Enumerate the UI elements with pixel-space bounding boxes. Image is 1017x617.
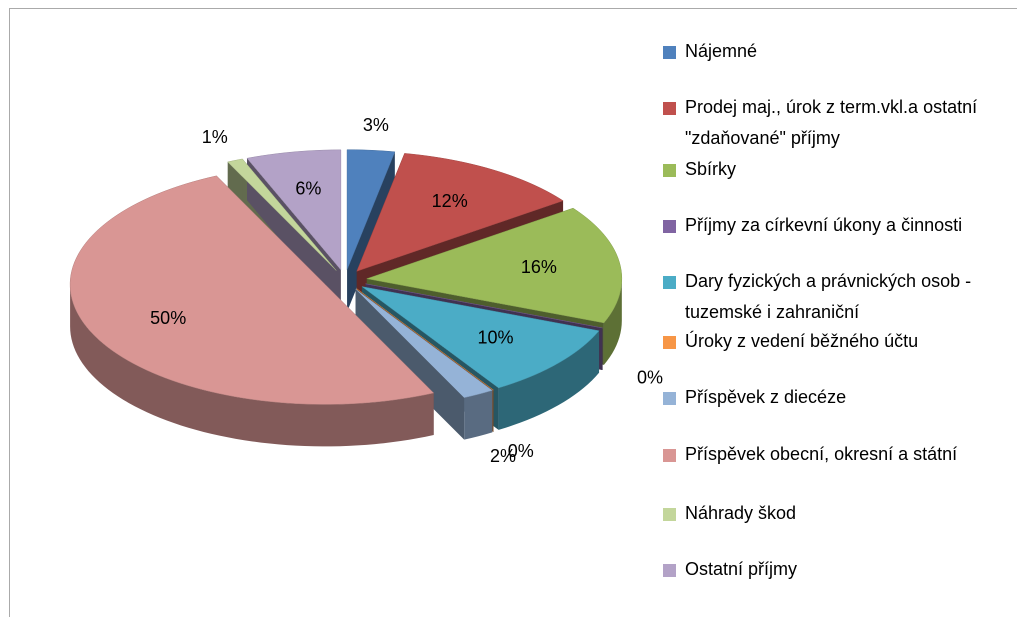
data-label: 6% xyxy=(295,178,321,198)
slice-side xyxy=(603,278,622,365)
legend-label: Dary fyzických a právnických osob - tuze… xyxy=(685,271,972,322)
slice xyxy=(356,153,564,272)
slice xyxy=(346,149,396,270)
legend-swatch xyxy=(663,508,676,521)
slice xyxy=(365,207,623,324)
legend-label: Sbírky xyxy=(685,159,737,179)
legend-label: Ostatní příjmy xyxy=(685,559,798,579)
data-label: 16% xyxy=(521,257,557,277)
legend-swatch xyxy=(663,564,676,577)
data-label: 12% xyxy=(432,191,468,211)
slice-side xyxy=(498,330,600,430)
legend-swatch xyxy=(663,102,676,115)
slice xyxy=(361,286,600,389)
legend-swatch xyxy=(663,449,676,462)
legend-swatch xyxy=(663,392,676,405)
legend-swatch xyxy=(663,276,676,289)
slice-side xyxy=(464,390,493,440)
legend-swatch xyxy=(663,164,676,177)
legend-label: Prodej maj., úrok z term.vkl.a ostatní "… xyxy=(685,97,978,148)
slice-wall xyxy=(355,289,465,440)
slice xyxy=(69,175,435,405)
data-label: 3% xyxy=(363,115,389,135)
data-label: 10% xyxy=(478,327,514,347)
data-label: 50% xyxy=(150,308,186,328)
legend-label: Náhrady škod xyxy=(685,503,797,523)
data-label: 1% xyxy=(202,127,228,147)
legend-label: Příspěvek z diecéze xyxy=(685,387,847,407)
data-label: 0% xyxy=(508,441,534,461)
frame xyxy=(9,8,1017,617)
legend-label: Nájemné xyxy=(685,41,758,61)
legend-label: Příjmy za církevní úkony a činnosti xyxy=(685,215,963,235)
legend-swatch xyxy=(663,336,676,349)
slice xyxy=(355,288,493,398)
slice xyxy=(365,283,603,329)
legend-swatch xyxy=(663,46,676,59)
slice-side xyxy=(70,284,434,447)
legend-label: Úroky z vedení běžného účtu xyxy=(685,331,919,351)
data-label: 2% xyxy=(490,446,516,466)
legend-label: Příspěvek obecní, okresní a státní xyxy=(685,444,958,464)
legend-swatch xyxy=(663,220,676,233)
slice xyxy=(246,149,342,271)
slice xyxy=(227,158,337,271)
data-label: 0% xyxy=(637,368,663,388)
